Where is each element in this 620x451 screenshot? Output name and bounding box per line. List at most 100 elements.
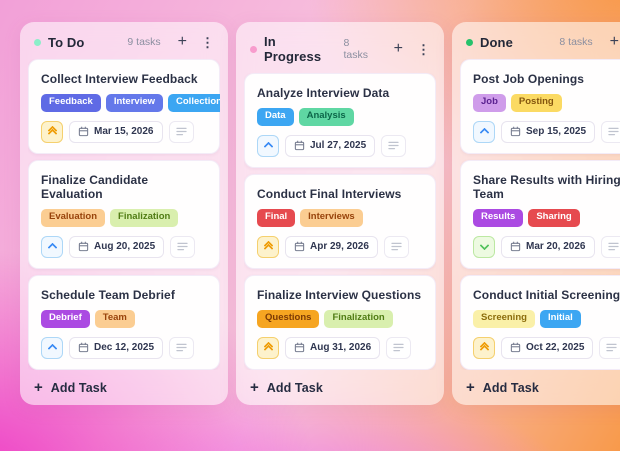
- task-card[interactable]: Post Job Openings Job Posting Sep 15, 2025: [460, 59, 620, 154]
- add-task-label: Add Task: [482, 380, 539, 395]
- priority-high-icon: [257, 336, 279, 359]
- task-meta-row: Aug 20, 2025: [41, 235, 207, 258]
- task-card[interactable]: Conduct Final Interviews Final Interviews A…: [244, 173, 436, 269]
- task-meta-row: Sep 15, 2025: [473, 120, 620, 143]
- add-task-button[interactable]: + Add Task: [460, 370, 620, 397]
- tag-badge: Screening: [473, 309, 535, 328]
- task-notes-button[interactable]: [168, 120, 194, 143]
- kanban-board: To Do 9 tasks + ⋮ Collect Interview Feedback…: [20, 22, 620, 405]
- due-date: Apr 29, 2026: [310, 241, 369, 253]
- due-date-chip: Mar 20, 2026: [501, 235, 595, 258]
- tag-row: Results Sharing: [473, 208, 620, 227]
- calendar-icon: [510, 242, 521, 252]
- due-date-chip: Jul 27, 2025: [285, 134, 376, 157]
- column-task-count: 8 tasks: [559, 36, 593, 48]
- calendar-icon: [510, 342, 521, 353]
- calendar-icon: [78, 127, 89, 137]
- task-card[interactable]: Schedule Team Debrief Debrief Team Dec 12, …: [28, 274, 220, 370]
- tag-badge: Final: [257, 208, 296, 227]
- tag-row: Screening Initial: [473, 309, 620, 328]
- column-menu-button[interactable]: ⋮: [417, 41, 430, 57]
- task-card[interactable]: Collect Interview Feedback Feedback Interv…: [28, 59, 220, 154]
- tag-row: Data Analysis: [257, 108, 423, 126]
- due-date: Mar 20, 2026: [526, 241, 586, 253]
- task-card[interactable]: Conduct Initial Screening Screening Initia…: [460, 274, 620, 370]
- column-task-count: 9 tasks: [127, 36, 161, 48]
- column-menu-button[interactable]: ⋮: [201, 34, 214, 50]
- task-title: Share Results with Hiring Team: [473, 172, 620, 201]
- add-task-button[interactable]: + Add Task: [28, 370, 220, 397]
- column-status-dot-icon: [466, 38, 473, 46]
- task-notes-button[interactable]: [601, 120, 620, 143]
- task-notes-button[interactable]: [599, 336, 620, 359]
- tag-badge: Finalization: [110, 208, 179, 227]
- tag-row: Feedback Interview Collection: [41, 94, 220, 112]
- plus-icon: +: [250, 379, 259, 396]
- add-card-button[interactable]: +: [393, 40, 403, 57]
- due-date: Mar 15, 2026: [94, 126, 154, 138]
- add-task-label: Add Task: [50, 380, 107, 395]
- task-card[interactable]: Share Results with Hiring Team Results Sha…: [460, 159, 620, 269]
- task-meta-row: Jul 27, 2025: [257, 134, 423, 157]
- task-notes-button[interactable]: [383, 235, 409, 258]
- due-date: Dec 12, 2025: [94, 342, 155, 354]
- due-date-chip: Mar 15, 2026: [69, 120, 163, 143]
- task-card[interactable]: Finalize Interview Questions Questions Fin…: [244, 274, 436, 370]
- due-date-chip: Sep 15, 2025: [501, 120, 596, 143]
- column-title: Done: [480, 34, 513, 50]
- notes-lines-icon: [608, 128, 619, 136]
- due-date-chip: Apr 29, 2026: [285, 235, 378, 258]
- column-to-do: To Do 9 tasks + ⋮ Collect Interview Feedback…: [20, 22, 228, 405]
- notes-lines-icon: [388, 142, 399, 150]
- notes-lines-icon: [177, 243, 188, 251]
- tag-badge: Posting: [510, 94, 562, 112]
- chevron-icon: [479, 127, 489, 138]
- task-title: Collect Interview Feedback: [41, 72, 198, 86]
- due-date-chip: Dec 12, 2025: [69, 336, 164, 359]
- task-notes-button[interactable]: [386, 336, 412, 359]
- task-notes-button[interactable]: [169, 336, 195, 359]
- priority-high-icon: [257, 235, 279, 258]
- due-date: Aug 31, 2026: [310, 342, 372, 354]
- tag-badge: Interview: [105, 94, 164, 112]
- priority-medium-icon: [41, 235, 63, 258]
- notes-lines-icon: [393, 343, 404, 352]
- tag-badge: Evaluation: [41, 208, 106, 227]
- task-notes-button[interactable]: [381, 134, 407, 157]
- task-title: Finalize Candidate Evaluation: [41, 172, 149, 201]
- chevron-icon: [47, 242, 57, 253]
- due-date-chip: Aug 20, 2025: [69, 235, 165, 258]
- add-card-button[interactable]: +: [609, 33, 619, 50]
- task-card[interactable]: Finalize Candidate Evaluation Evaluation F…: [28, 159, 220, 269]
- add-card-button[interactable]: +: [177, 33, 187, 50]
- priority-medium-icon: [473, 120, 495, 143]
- due-date: Oct 22, 2025: [526, 342, 585, 354]
- notes-lines-icon: [607, 243, 619, 251]
- due-date: Sep 15, 2025: [526, 126, 587, 138]
- task-meta-row: Aug 31, 2026: [257, 336, 423, 359]
- due-date: Aug 20, 2025: [94, 241, 156, 253]
- task-title: Schedule Team Debrief: [41, 287, 175, 302]
- column-title: To Do: [48, 34, 85, 50]
- priority-high-icon: [473, 336, 495, 359]
- tag-badge: Debrief: [41, 309, 90, 328]
- task-notes-button[interactable]: [600, 235, 620, 258]
- column-status-dot-icon: [34, 38, 41, 46]
- priority-medium-icon: [41, 336, 63, 359]
- task-meta-row: Oct 22, 2025: [473, 336, 620, 359]
- task-notes-button[interactable]: [170, 235, 196, 258]
- column-status-dot-icon: [250, 45, 257, 53]
- due-date-chip: Aug 31, 2026: [285, 336, 381, 359]
- add-task-button[interactable]: + Add Task: [244, 370, 436, 397]
- task-card[interactable]: Analyze Interview Data Data Analysis Jul 27…: [244, 73, 436, 168]
- tag-badge: Feedback: [41, 94, 101, 112]
- chevron-icon: [263, 141, 273, 152]
- task-title: Conduct Final Interviews: [257, 186, 402, 201]
- task-title: Analyze Interview Data: [257, 86, 390, 100]
- calendar-icon: [510, 127, 521, 137]
- notes-lines-icon: [391, 243, 402, 251]
- calendar-icon: [294, 342, 305, 353]
- task-meta-row: Dec 12, 2025: [41, 336, 207, 359]
- card-list: Post Job Openings Job Posting Sep 15, 2025 S…: [460, 59, 620, 370]
